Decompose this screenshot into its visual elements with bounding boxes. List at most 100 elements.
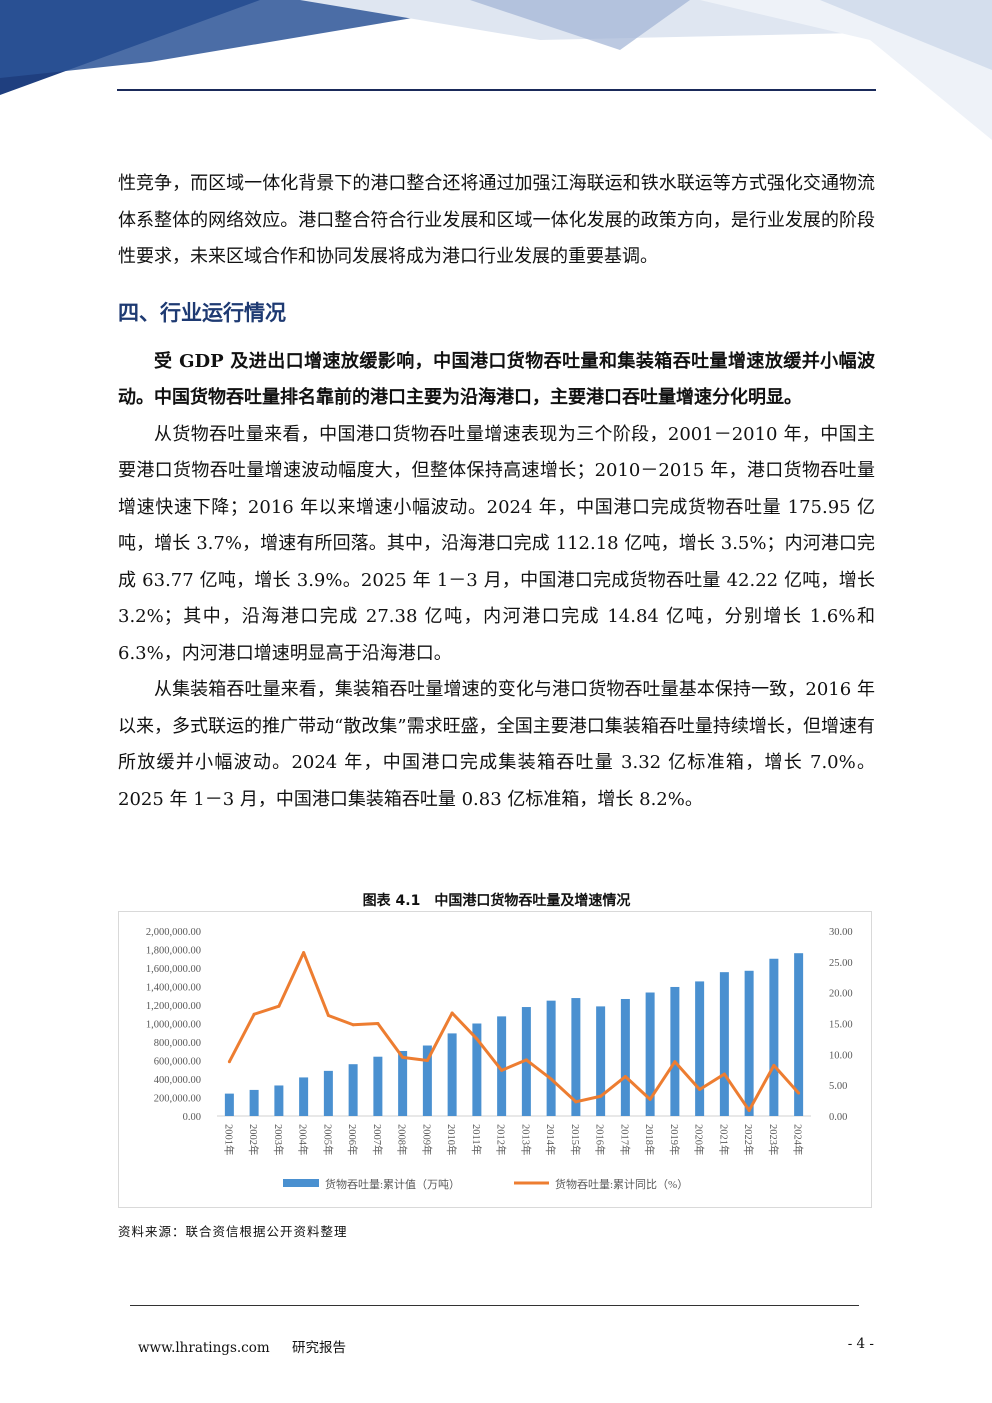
growth-point	[500, 1068, 504, 1072]
chart-container: 0.00 200,000.00 400,000.00 600,000.00 800,00…	[118, 911, 872, 1208]
x-tick-label: 2022年	[742, 1124, 755, 1156]
growth-point	[401, 1055, 405, 1059]
y-right-tick-label: 20.00	[829, 989, 853, 1000]
figure-caption: 图表 4.1 中国港口货物吞吐量及增速情况	[362, 893, 631, 909]
footer-rule	[130, 1305, 859, 1306]
x-tick-label: 2002年	[247, 1124, 260, 1156]
bar	[769, 958, 779, 1116]
x-tick-label: 2008年	[396, 1124, 409, 1156]
x-tick-label: 2020年	[693, 1124, 706, 1156]
bar	[546, 1000, 556, 1116]
growth-point	[648, 1097, 652, 1101]
growth-point	[772, 1063, 776, 1067]
paragraph: 从货物吞吐量来看，中国港口货物吞吐量增速表现为三个阶段，2001－2010 年，…	[118, 423, 875, 664]
growth-point	[351, 1023, 355, 1027]
x-tick-label: 2011年	[470, 1124, 483, 1155]
x-tick-label: 2019年	[668, 1124, 681, 1156]
legend-bar-label: 货物吞吐量:累计值（万吨）	[325, 1177, 460, 1191]
x-tick-label: 2005年	[321, 1124, 334, 1156]
page-number: - 4 -	[847, 1336, 874, 1352]
y-left-tick-label: 1,000,000.00	[146, 1020, 201, 1031]
paragraph: 从集装箱吞吐量来看，集装箱吞吐量增速的变化与港口货物吞吐量基本保持一致，2016…	[118, 679, 875, 810]
bar	[620, 998, 630, 1116]
bar	[497, 1016, 507, 1116]
bar	[422, 1045, 432, 1116]
y-left-tick-label: 2,000,000.00	[146, 927, 201, 938]
bar	[472, 1023, 482, 1116]
y-left-tick-label: 400,000.00	[154, 1075, 201, 1086]
bar	[398, 1050, 408, 1116]
growth-point	[599, 1094, 603, 1098]
growth-point	[302, 951, 306, 955]
growth-point	[450, 1011, 454, 1015]
bar	[719, 972, 729, 1116]
section-heading: 四、行业运行情况	[118, 300, 286, 325]
bar	[596, 1006, 606, 1116]
growth-point	[425, 1059, 429, 1062]
x-tick-label: 2024年	[792, 1124, 805, 1156]
bar	[794, 953, 804, 1116]
y-left-tick-label: 1,400,000.00	[146, 983, 201, 994]
y-left-tick-label: 1,800,000.00	[146, 946, 201, 957]
x-tick-label: 2018年	[643, 1124, 656, 1156]
x-tick-label: 2004年	[297, 1124, 310, 1156]
figure-source: 资料来源：联合资信根据公开资料整理	[118, 1224, 348, 1239]
x-tick-label: 2021年	[717, 1124, 730, 1156]
bar	[645, 992, 655, 1116]
bar	[670, 986, 680, 1116]
growth-point	[252, 1012, 256, 1016]
x-tick-label: 2006年	[346, 1124, 359, 1156]
growth-point	[623, 1075, 627, 1079]
footer-url[interactable]: www.lhratings.com	[138, 1340, 270, 1356]
growth-point	[475, 1037, 479, 1041]
bar	[348, 1064, 358, 1116]
y-left-tick-label: 800,000.00	[154, 1038, 201, 1049]
growth-point	[227, 1060, 231, 1064]
y-right-tick-label: 10.00	[829, 1050, 853, 1061]
y-right-tick-label: 25.00	[829, 958, 853, 969]
bar	[695, 981, 705, 1116]
header-decoration	[0, 0, 992, 150]
x-tick-label: 2023年	[767, 1124, 780, 1156]
growth-point	[574, 1100, 578, 1104]
bar	[373, 1056, 383, 1116]
bar	[744, 970, 754, 1116]
x-tick-label: 2016年	[594, 1124, 607, 1156]
growth-point	[376, 1022, 380, 1025]
y-right-tick-label: 0.00	[829, 1112, 847, 1123]
cargo-throughput-chart: 0.00 200,000.00 400,000.00 600,000.00 800,00…	[146, 927, 853, 1191]
x-tick-label: 2015年	[569, 1124, 582, 1156]
y-left-tick-label: 1,600,000.00	[146, 964, 201, 975]
bar	[249, 1089, 259, 1116]
body-text: 性竞争，而区域一体化背景下的港口整合还将通过加强江海联运和铁水联运等方式强化交通…	[118, 166, 875, 818]
y-left-tick-label: 0.00	[183, 1112, 201, 1123]
footer-label: 研究报告	[291, 1340, 346, 1356]
legend-line-label: 货物吞吐量:累计同比（%）	[555, 1177, 688, 1191]
bar	[447, 1033, 457, 1116]
x-tick-label: 2010年	[445, 1124, 458, 1156]
bar	[274, 1085, 284, 1116]
x-tick-label: 2014年	[544, 1124, 557, 1156]
growth-point	[698, 1087, 702, 1091]
x-tick-label: 2009年	[420, 1124, 433, 1156]
bold-summary-paragraph: 受 GDP 及进出口增速放缓影响，中国港口货物吞吐量和集装箱吞吐量增速放缓并小幅…	[118, 350, 875, 409]
bar	[571, 998, 581, 1116]
x-tick-label: 2007年	[371, 1124, 384, 1156]
x-tick-label: 2017年	[618, 1124, 631, 1156]
footer: www.lhratings.com 研究报告	[138, 1336, 364, 1356]
paragraph: 性竞争，而区域一体化背景下的港口整合还将通过加强江海联运和铁水联运等方式强化交通…	[118, 173, 875, 267]
growth-point	[277, 1004, 281, 1008]
legend-bar-swatch	[283, 1179, 319, 1187]
y-left-tick-label: 1,200,000.00	[146, 1001, 201, 1012]
growth-point	[722, 1072, 726, 1076]
x-tick-label: 2012年	[495, 1124, 508, 1156]
growth-line	[228, 951, 800, 1112]
x-tick-label: 2013年	[519, 1124, 532, 1156]
y-right-tick-label: 15.00	[829, 1020, 853, 1031]
y-left-tick-label: 600,000.00	[154, 1057, 201, 1068]
y-right-tick-label: 5.00	[829, 1081, 847, 1092]
bar	[323, 1070, 333, 1116]
growth-point	[797, 1091, 801, 1095]
x-tick-label: 2003年	[272, 1124, 285, 1156]
growth-point	[524, 1058, 528, 1062]
